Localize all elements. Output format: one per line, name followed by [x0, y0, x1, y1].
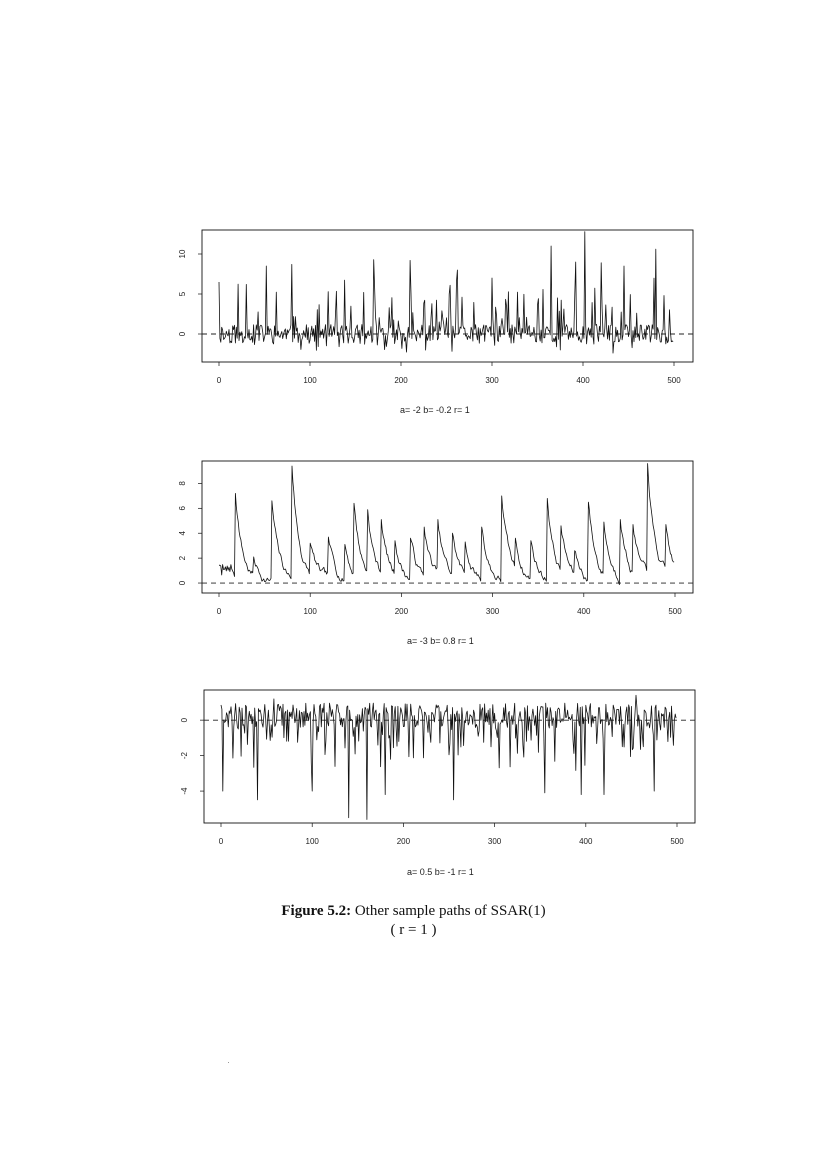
series-line: [218, 231, 674, 354]
y-tick-label: 2: [178, 555, 187, 560]
x-tick-label: 500: [670, 837, 684, 846]
y-tick-label: 0: [178, 331, 187, 336]
x-tick-label: 200: [395, 607, 409, 616]
x-tick-label: 400: [579, 837, 593, 846]
x-tick-label: 0: [219, 837, 224, 846]
x-tick-label: 100: [303, 376, 317, 385]
caption-text: Other sample paths of SSAR(1): [354, 903, 546, 919]
x-tick-label: 0: [217, 376, 222, 385]
x-tick-label: 100: [306, 837, 320, 846]
chart-2: 0 100 200 300 400 500 0 2 4 6 8: [178, 460, 694, 616]
x-tick-label: 300: [485, 376, 499, 385]
chart-2-xlabel: a= -3 b= 0.8 r= 1: [407, 636, 474, 646]
chart-3-xlabel: a= 0.5 b= -1 r= 1: [407, 867, 474, 877]
x-tick-label: 100: [304, 607, 318, 616]
y-tick-label: -4: [180, 787, 189, 795]
x-tick-label: 500: [667, 376, 681, 385]
caption-label: Figure 5.2:: [281, 903, 352, 919]
scan-speck: [228, 1062, 229, 1063]
y-tick-label: 5: [178, 291, 187, 296]
y-tick-label: 0: [180, 717, 189, 722]
y-tick-label: 6: [178, 506, 187, 511]
chart-1-xlabel: a= -2 b= -0.2 r= 1: [400, 405, 470, 415]
y-tick-label: 8: [178, 481, 187, 486]
figure-caption: Figure 5.2: Other sample paths of SSAR(1…: [0, 903, 827, 920]
caption-line-2: ( r = 1 ): [390, 922, 437, 938]
chart-3: 0 100 200 300 400 500 0 -2 -4: [180, 689, 696, 846]
series-line: [218, 463, 675, 585]
x-tick-label: 200: [397, 837, 411, 846]
y-tick-label: -2: [180, 752, 189, 760]
x-tick-label: 300: [486, 607, 500, 616]
x-tick-label: 0: [217, 607, 222, 616]
x-tick-label: 300: [488, 837, 502, 846]
x-tick-label: 400: [576, 376, 590, 385]
y-tick-label: 4: [178, 530, 187, 535]
x-tick-label: 500: [668, 607, 682, 616]
y-tick-label: 0: [178, 580, 187, 585]
plot-frame: [201, 460, 694, 594]
series-line: [220, 694, 677, 820]
x-tick-label: 200: [394, 376, 408, 385]
chart-1: 0 100 200 300 400 500 0 5 10: [178, 229, 694, 385]
y-tick-label: 10: [178, 249, 187, 258]
x-tick-label: 400: [577, 607, 591, 616]
plot-frame: [201, 229, 694, 363]
plot-frame: [203, 689, 696, 824]
